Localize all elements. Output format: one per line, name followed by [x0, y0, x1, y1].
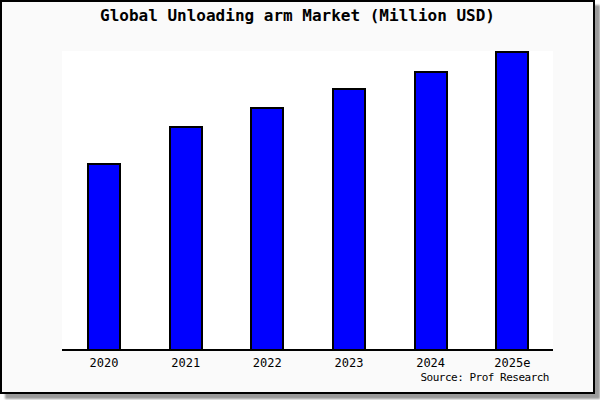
x-tick-label-2024: 2024: [416, 356, 445, 370]
source-note: Source: Prof Research: [420, 371, 549, 384]
chart-card: Global Unloading arm Market (Million USD…: [0, 0, 595, 394]
bar-2024: [414, 71, 448, 349]
plot-area: [62, 51, 553, 351]
bar-2020: [87, 163, 121, 349]
x-tick-label-2022: 2022: [253, 356, 282, 370]
x-axis-tick-labels: 2020 2021 2022 2023 2024 2025e: [62, 356, 553, 372]
bar-2025e: [495, 51, 529, 349]
x-tick-label-2025e: 2025e: [494, 356, 530, 370]
bar-2021: [169, 126, 203, 349]
x-tick-label-2021: 2021: [171, 356, 200, 370]
x-tick-label-2020: 2020: [90, 356, 119, 370]
x-tick-label-2023: 2023: [335, 356, 364, 370]
bar-2023: [332, 88, 366, 349]
bar-2022: [250, 107, 284, 349]
chart-title: Global Unloading arm Market (Million USD…: [2, 6, 593, 25]
